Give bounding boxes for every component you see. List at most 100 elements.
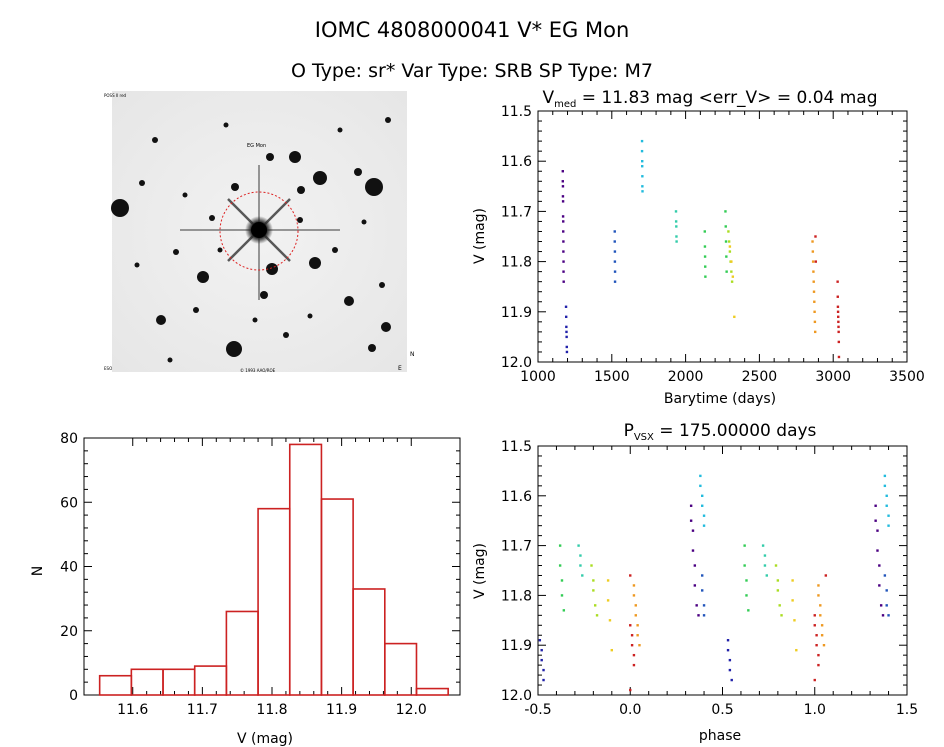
phased-point <box>560 579 564 582</box>
lightcurve-point <box>564 305 568 308</box>
phased-point <box>701 504 704 507</box>
field-star <box>193 307 199 313</box>
lightcurve-point <box>812 280 815 283</box>
phased-point <box>791 599 794 602</box>
phased-point <box>776 579 780 582</box>
lightcurve-point <box>562 240 565 243</box>
field-star <box>379 282 385 288</box>
phased-point <box>579 564 582 567</box>
phased-point <box>820 634 824 637</box>
field-star <box>337 127 343 133</box>
lightcurve-point <box>704 265 707 268</box>
phased-point <box>540 658 543 662</box>
phased-point <box>695 604 698 607</box>
phased-point <box>689 504 693 507</box>
field-star <box>365 178 383 196</box>
lightcurve-point <box>640 149 644 153</box>
phased-point <box>874 504 877 507</box>
lightcurve-point <box>562 230 565 233</box>
phased-point <box>702 524 706 527</box>
lightcurve-point <box>836 310 840 313</box>
phased-point <box>879 604 883 607</box>
lightcurve-point <box>811 260 815 263</box>
lightcurve-point <box>811 250 815 253</box>
lightcurve-point <box>613 260 617 263</box>
phased-plot: PVSX = 175.00000 days -0.5 0.0 0.5 1.0 1.5 11… <box>472 421 918 744</box>
phased-point <box>630 644 634 647</box>
phased-point <box>592 579 595 582</box>
histogram-bar <box>288 443 323 696</box>
field-star <box>309 257 321 269</box>
field-star <box>283 332 289 338</box>
phased-point <box>558 544 562 547</box>
phased-point <box>776 589 780 592</box>
field-star <box>260 291 268 299</box>
lightcurve-point <box>565 335 568 339</box>
phased-point <box>606 599 610 602</box>
lightcurve-point <box>674 220 678 223</box>
phased-point <box>815 644 818 647</box>
lightcurve-point <box>613 230 616 233</box>
lightcurve-point <box>641 165 644 168</box>
phased-point <box>701 589 704 592</box>
lightcurve-point <box>724 210 727 213</box>
field-star <box>266 153 274 161</box>
phased-point <box>743 564 746 567</box>
phased-point <box>761 544 765 547</box>
field-star <box>209 215 215 221</box>
histogram-bar <box>162 668 196 696</box>
field-star <box>197 271 209 283</box>
field-star <box>381 322 391 332</box>
lightcurve-point <box>562 220 565 223</box>
lightcurve-point <box>641 185 644 188</box>
phased-point <box>817 653 820 657</box>
phased-ytick-label: 11.9 <box>501 638 532 654</box>
phased-point <box>887 514 890 517</box>
histogram-bar <box>257 507 291 696</box>
aperture-circle <box>219 191 299 271</box>
corner-label: ESO <box>104 366 112 371</box>
lightcurve-point <box>562 280 565 283</box>
lightcurve-point <box>837 340 841 344</box>
phased-point <box>726 639 730 642</box>
lightcurve-point <box>641 160 644 163</box>
histogram-plot: 11.6 11.7 11.8 11.9 12.0 0 20 40 60 80 V (mag) N <box>30 431 461 747</box>
phased-point <box>542 668 545 672</box>
phased-point <box>702 614 706 617</box>
lightcurve-point <box>561 170 564 173</box>
lightcurve-point <box>725 255 728 258</box>
phased-point <box>774 564 778 567</box>
lightcurve-point <box>813 300 816 303</box>
phased-frame <box>537 445 908 696</box>
phased-point <box>693 584 697 587</box>
phased-point <box>702 604 706 607</box>
phased-point <box>876 529 879 532</box>
histogram-bar <box>320 498 354 696</box>
phased-title: PVSX = 175.00000 days <box>624 421 817 443</box>
phased-point <box>817 584 820 587</box>
lightcurve-ytick-label: 11.5 <box>501 104 532 120</box>
phased-point <box>728 658 732 662</box>
phased-point <box>630 634 634 637</box>
phased-point <box>701 494 704 497</box>
lightcurve-point <box>731 275 735 278</box>
histogram-bar <box>415 687 449 696</box>
lightcurve-ylabel: V (mag) <box>472 208 488 264</box>
lightcurve-point <box>613 250 617 253</box>
phased-xtick-label: 0.0 <box>619 702 641 718</box>
lightcurve-point <box>812 270 815 273</box>
lightcurve-point <box>724 225 727 228</box>
phased-point <box>562 609 566 612</box>
phased-point <box>558 564 562 567</box>
histogram-ytick-label: 0 <box>69 688 78 704</box>
field-star <box>354 168 362 176</box>
histogram-xtick-label: 12.0 <box>396 702 427 718</box>
phased-point <box>699 474 702 478</box>
field-star <box>266 263 278 275</box>
phased-point <box>815 634 818 637</box>
phased-point <box>824 574 828 577</box>
phased-point <box>791 579 794 582</box>
lightcurve-point <box>730 280 734 283</box>
field-star <box>307 313 313 319</box>
lightcurve-point <box>725 270 728 273</box>
